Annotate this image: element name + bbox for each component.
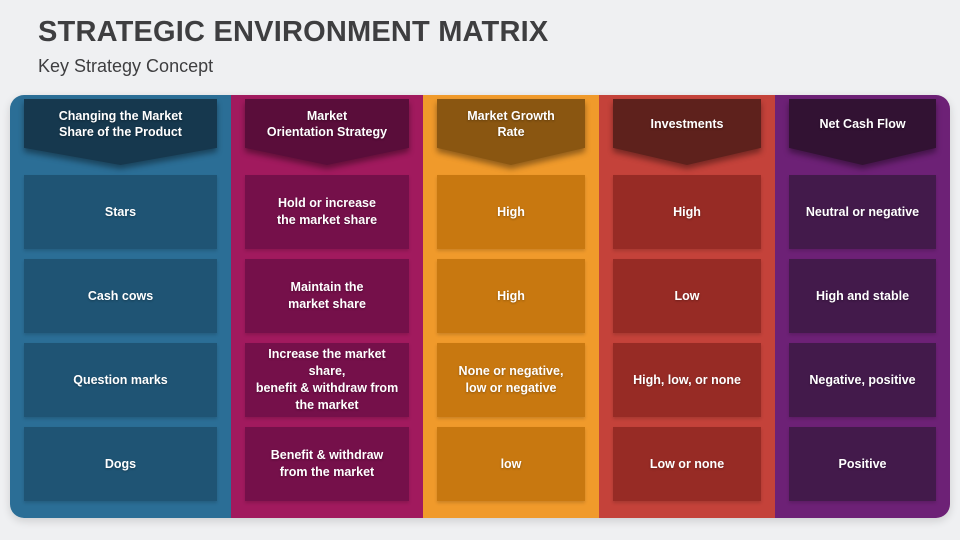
matrix-cell: Neutral or negative [789,175,936,249]
matrix-cell: High and stable [789,259,936,333]
slide-header: STRATEGIC ENVIRONMENT MATRIX Key Strateg… [0,0,960,78]
matrix-cell: Maintain the market share [245,259,409,333]
matrix-cell: low [437,427,585,501]
column-header-banner: Changing the Market Share of the Product [24,99,217,165]
column-header-banner: Market Growth Rate [437,99,585,165]
column-header-label: Changing the Market Share of the Product [24,99,217,165]
matrix-cell: Low [613,259,761,333]
strategic-environment-matrix: Changing the Market Share of the Product… [10,95,950,518]
column-header-banner: Market Orientation Strategy [245,99,409,165]
matrix-cell: Hold or increase the market share [245,175,409,249]
column-header-label: Market Growth Rate [437,99,585,165]
matrix-cell: Benefit & withdraw from the market [245,427,409,501]
column-header-banner: Investments [613,99,761,165]
matrix-column-1: Changing the Market Share of the Product… [10,95,231,518]
column-header-banner: Net Cash Flow [789,99,936,165]
matrix-cell: Increase the market share, benefit & wit… [245,343,409,417]
page-title: STRATEGIC ENVIRONMENT MATRIX [38,16,549,48]
column-header-label: Net Cash Flow [789,99,936,165]
matrix-cell: High [613,175,761,249]
matrix-column-4: Investments High Low High, low, or none Low … [599,95,775,518]
matrix-column-2: Market Orientation Strategy Hold or incre… [231,95,423,518]
page-subtitle: Key Strategy Concept [38,56,214,77]
matrix-cell: Low or none [613,427,761,501]
matrix-cell: Cash cows [24,259,217,333]
matrix-cell: Dogs [24,427,217,501]
matrix-cell: Question marks [24,343,217,417]
column-header-label: Investments [613,99,761,165]
matrix-cell: High [437,175,585,249]
matrix-column-5: Net Cash Flow Neutral or negative High and… [775,95,950,518]
matrix-cell: High, low, or none [613,343,761,417]
matrix-cell: Positive [789,427,936,501]
matrix-cell: High [437,259,585,333]
column-header-label: Market Orientation Strategy [245,99,409,165]
matrix-column-3: Market Growth Rate High High None or negati… [423,95,599,518]
matrix-cell: None or negative, low or negative [437,343,585,417]
matrix-cell: Stars [24,175,217,249]
matrix-cell: Negative, positive [789,343,936,417]
